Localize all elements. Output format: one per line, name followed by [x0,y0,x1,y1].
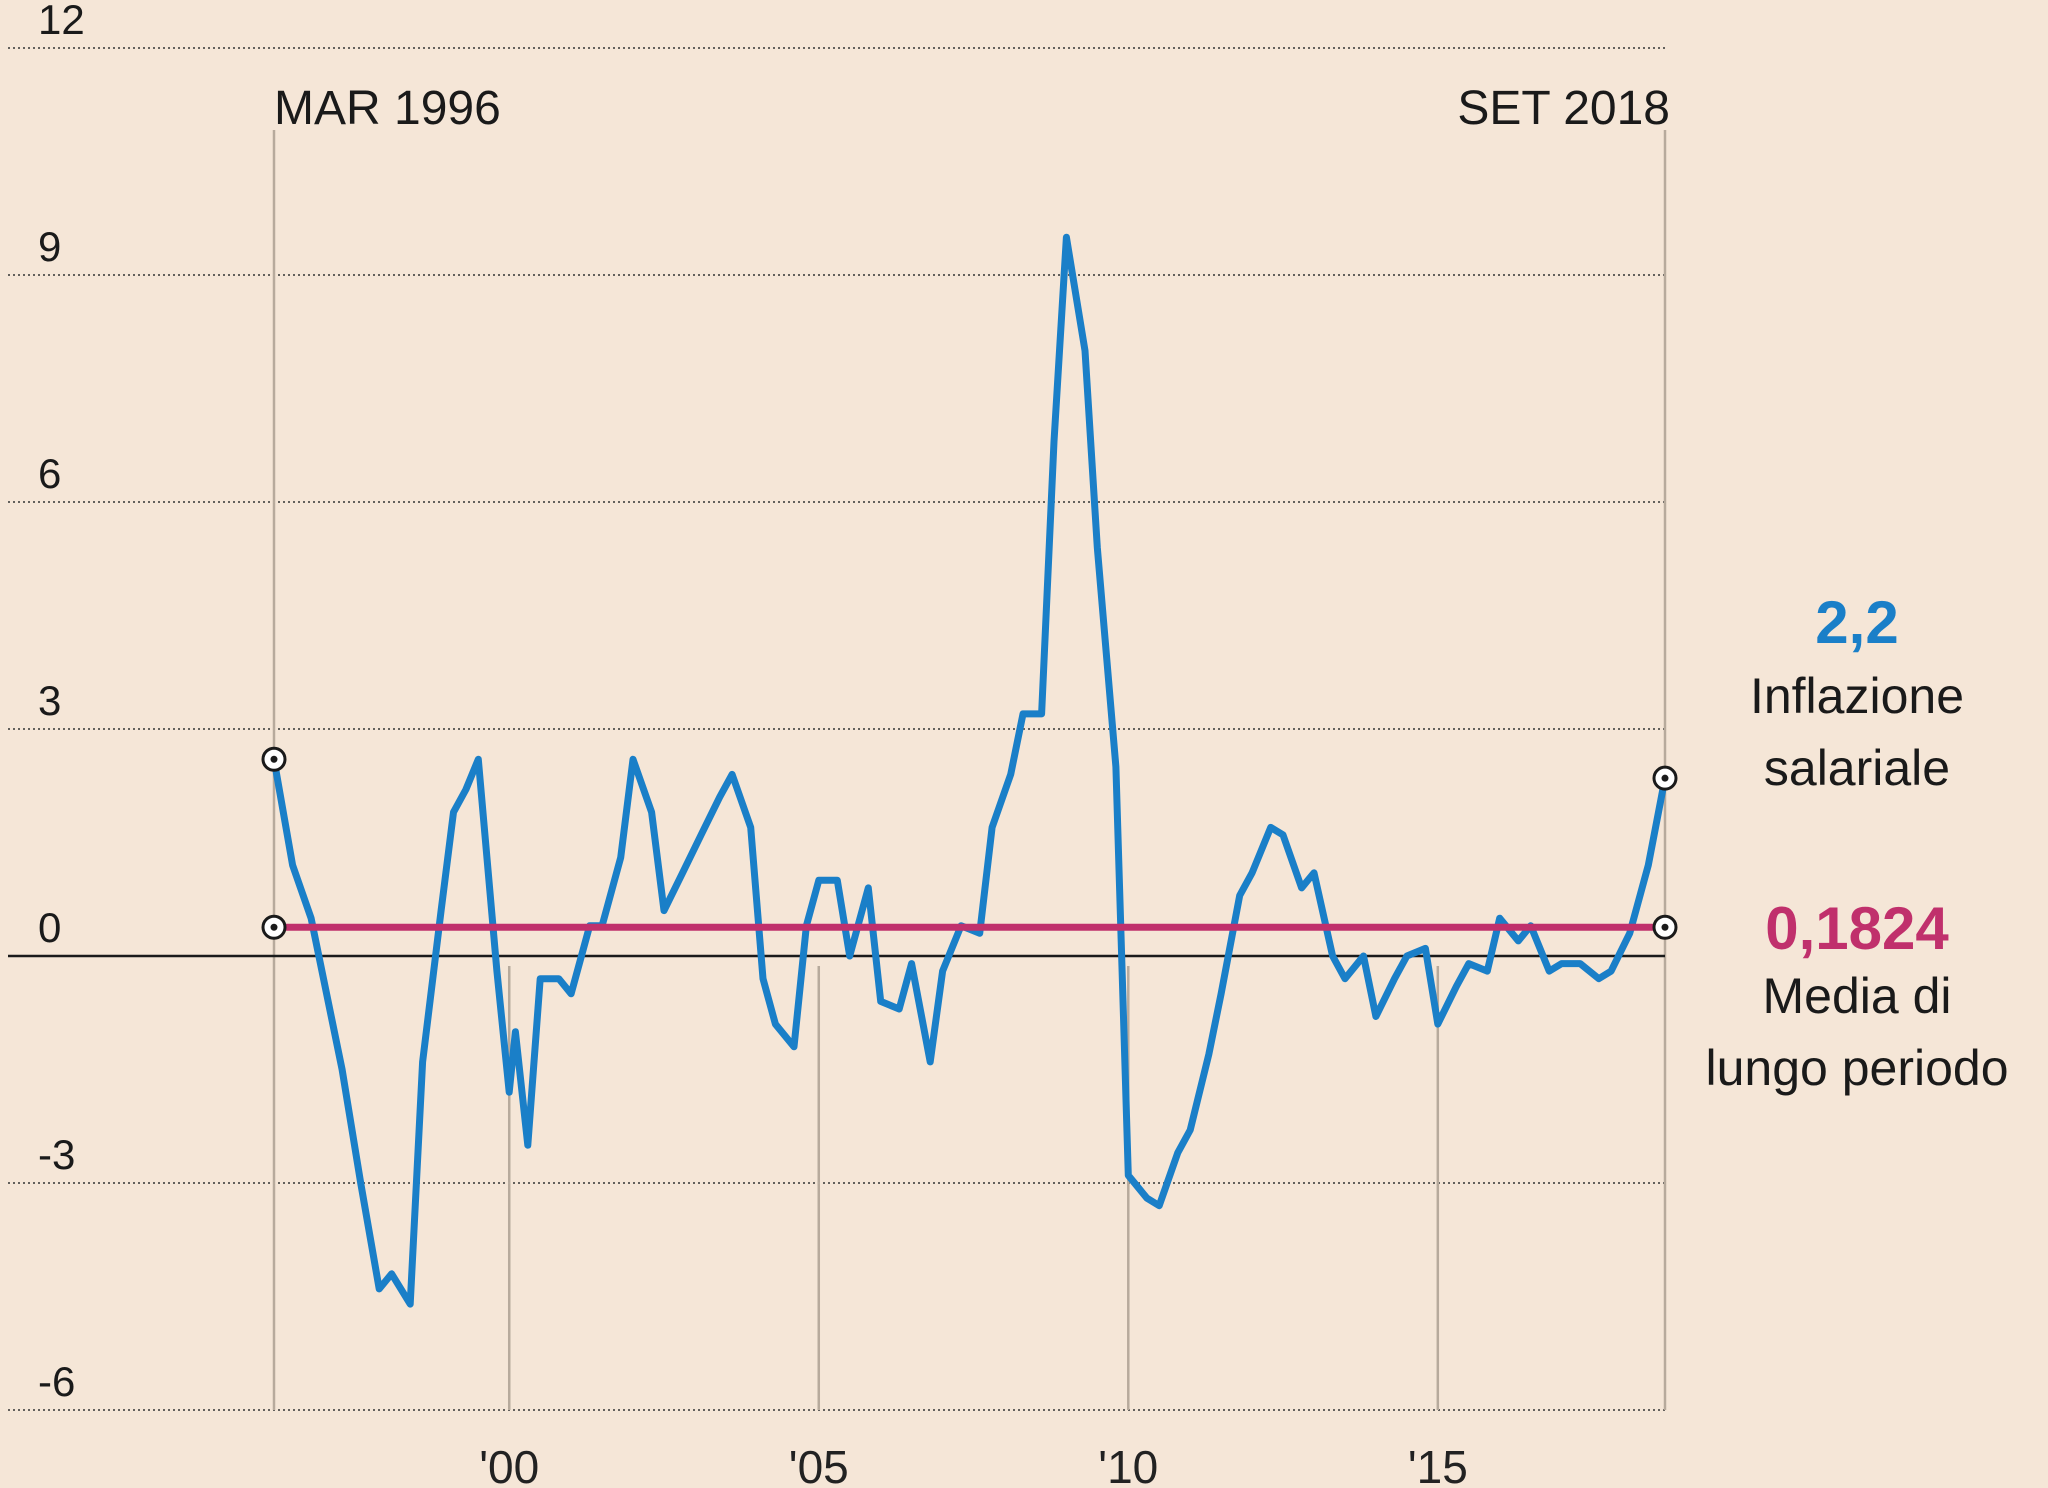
series-line-inflazione-salariale [270,233,1669,1308]
mean-value-label: 0,1824 [1765,895,1949,962]
start-date-label: MAR 1996 [274,82,501,135]
end-markers [261,746,1678,940]
end-date-label: SET 2018 [1457,82,1670,135]
x-tick-label: '10 [1098,1441,1158,1488]
y-tick-label: -3 [38,1131,75,1178]
y-tick-label: -6 [38,1358,75,1405]
x-tick-labels: '00 '05 '10 '15 [479,1441,1468,1488]
x-tick-label: '00 [479,1441,539,1488]
x-tick-label: '15 [1408,1441,1468,1488]
wage-label-line1: Inflazione [1750,668,1964,724]
y-tick-label: 9 [38,223,61,270]
wage-end-marker [1652,765,1678,791]
mean-label-line1: Media di [1763,968,1952,1024]
wage-label-line2: salariale [1764,740,1950,796]
y-gridlines [8,47,1665,1411]
mean-end-marker [1652,914,1678,940]
wage-start-marker [261,746,287,772]
y-tick-label: 3 [38,677,61,724]
x-tick-label: '05 [789,1441,849,1488]
annotation-mean: 0,1824 Media di lungo periodo [1705,895,2008,1096]
y-tick-label: 0 [38,904,61,951]
y-tick-label: 12 [38,0,85,43]
mean-start-marker [261,914,287,940]
annotation-wage: 2,2 Inflazione salariale [1750,589,1964,796]
y-tick-label: 6 [38,450,61,497]
wage-value-label: 2,2 [1815,589,1898,656]
mean-label-line2: lungo periodo [1705,1040,2008,1096]
y-tick-labels: 12 9 6 3 0 -3 -6 [38,0,85,1405]
